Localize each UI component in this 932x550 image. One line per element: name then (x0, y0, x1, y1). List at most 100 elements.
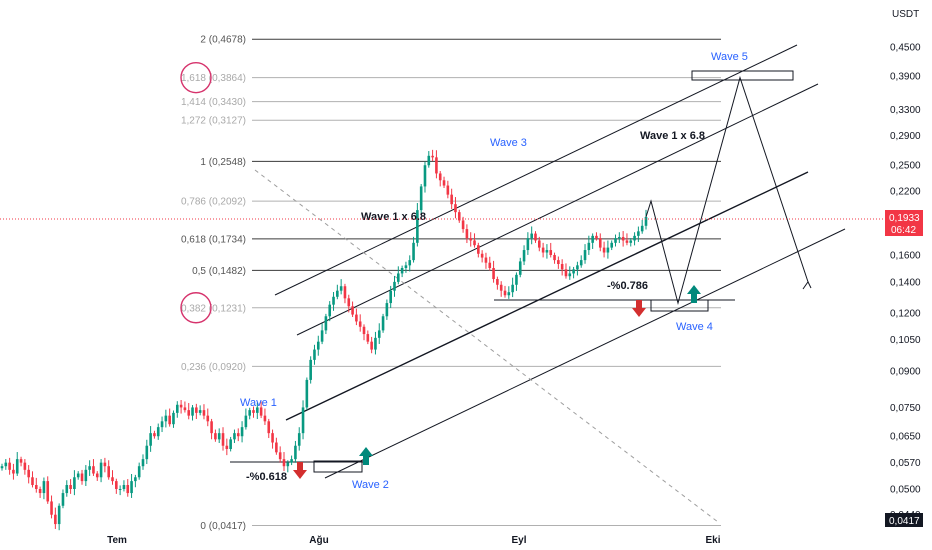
low-price-badge (885, 513, 923, 527)
candle-body (587, 242, 591, 251)
wave4-box[interactable] (650, 299, 709, 312)
candle-body (339, 286, 343, 291)
candle-body (305, 379, 309, 408)
wave2-box[interactable] (313, 460, 363, 473)
highlight-circles (180, 61, 212, 324)
candle-body (202, 410, 206, 416)
candle-body (553, 255, 556, 261)
candle-body (65, 485, 69, 494)
candle-body (282, 459, 286, 467)
candle-body (534, 233, 537, 241)
candle-body (507, 292, 511, 296)
fib-level-label: 1,618 (0,3864) (181, 73, 246, 84)
middle-channel[interactable] (285, 171, 809, 421)
candle-body (309, 359, 312, 380)
price-tick-label: 0,3900 (890, 71, 921, 82)
price-axis[interactable]: USDT 0,4500 0,3900 0,3300 0,2900 0,2500 0,220… (890, 9, 921, 521)
candle-body (141, 459, 145, 467)
candle-body (225, 445, 229, 449)
candle-body (408, 260, 412, 266)
candle-body (149, 433, 152, 446)
candle-body (34, 485, 38, 489)
candle-body (351, 306, 354, 315)
candle-body (76, 473, 80, 478)
up-arrow-icon (687, 285, 701, 303)
candle-body (221, 433, 225, 446)
candle-body (236, 433, 240, 437)
candle-body (210, 421, 213, 434)
candle-body (503, 290, 507, 296)
lower-channel[interactable] (324, 228, 846, 479)
candle-body (313, 349, 316, 360)
candle-body (496, 279, 499, 285)
extension-label-b: Wave 1 x 6.8 (640, 130, 705, 142)
candle-body (69, 485, 72, 489)
projection-path[interactable] (645, 75, 809, 305)
price-tick-label: 0,0650 (890, 432, 921, 443)
wave5-box[interactable] (691, 70, 794, 81)
candle-body (233, 433, 236, 440)
candle-body (50, 501, 53, 515)
candle-body (404, 265, 408, 268)
candle-body (637, 231, 640, 236)
upper-channel-outer[interactable] (274, 44, 798, 296)
candle-body (256, 407, 259, 413)
fib-level-label: 0,786 (0,2092) (181, 197, 246, 208)
candle-body (465, 229, 469, 239)
elliott-projection[interactable] (645, 75, 812, 305)
price-countdown: 06:42 (891, 225, 916, 236)
candle-body (385, 303, 389, 317)
candle-body (560, 264, 564, 270)
pct-label-a: -%0.618 (246, 471, 287, 483)
candle-body (419, 186, 423, 211)
candle-body (275, 442, 278, 453)
price-tick-label: 0,2900 (890, 131, 921, 142)
time-axis[interactable]: Tem Ağu Eyl Eki (107, 535, 721, 546)
price-tick-label: 0,2200 (890, 186, 921, 197)
price-tick-label: 0,4500 (890, 43, 921, 54)
candle-body (214, 433, 217, 440)
candle-body (530, 233, 533, 239)
candle-body (591, 235, 594, 243)
candle-body (145, 445, 149, 460)
candle-body (324, 316, 328, 331)
candle-body (126, 485, 130, 494)
candle-body (625, 240, 629, 243)
target-boxes[interactable] (313, 70, 794, 473)
price-tick-label: 0,1600 (890, 251, 921, 262)
time-tick-label: Eki (705, 535, 720, 546)
candle-body (99, 462, 103, 478)
candle-body (179, 404, 183, 408)
down-arrow-icon (293, 462, 307, 479)
candle-body (172, 412, 175, 425)
candle-body (629, 240, 633, 243)
candle-body (370, 341, 373, 350)
down-arrow-icon (632, 300, 646, 317)
candle-body (633, 235, 636, 241)
candle-body (134, 477, 137, 482)
upper-channel-inner[interactable] (296, 83, 819, 336)
candle-body (206, 415, 210, 422)
candle-body (38, 489, 42, 494)
fib-level-label: 0,5 (0,1482) (192, 266, 246, 277)
candle-body (499, 284, 503, 291)
low-price-value: 0,0417 (889, 516, 920, 527)
wave1-label: Wave 1 (240, 397, 277, 409)
candle-body (118, 489, 122, 490)
candle-body (606, 247, 610, 253)
candle-body (160, 421, 164, 428)
diagonal-dashed-line[interactable] (254, 169, 719, 523)
fib-level-label: 1,272 (0,3127) (181, 116, 246, 127)
candle-body (541, 247, 545, 253)
extension-label-a: Wave 1 x 6.8 (361, 211, 426, 223)
candle-body (328, 304, 332, 317)
candle-body (137, 466, 141, 478)
candle-body (229, 439, 232, 449)
candle-body (73, 477, 76, 489)
candle-body (217, 433, 221, 440)
candle-body (107, 466, 110, 478)
candle-body (618, 236, 621, 239)
fib-level-label: 1,414 (0,3430) (181, 97, 246, 108)
candle-body (84, 469, 88, 482)
